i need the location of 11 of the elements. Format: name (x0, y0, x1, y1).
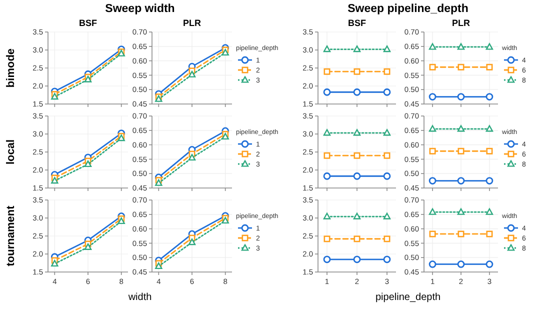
text: Sweep width (105, 3, 175, 15)
y-axis-title: tournament (5, 205, 17, 266)
chart-title: BSF (79, 18, 98, 28)
x-axis-title: width (127, 292, 152, 303)
text: Sweep pipeline_depth (348, 3, 468, 15)
chart-title: PLR (452, 18, 470, 28)
chart-title: BSF (348, 18, 366, 28)
chart-title: PLR (183, 18, 202, 28)
y-axis-title: local (5, 139, 17, 165)
x-axis-title: pipeline_depth (375, 292, 441, 303)
y-axis-title: bimode (5, 48, 17, 88)
